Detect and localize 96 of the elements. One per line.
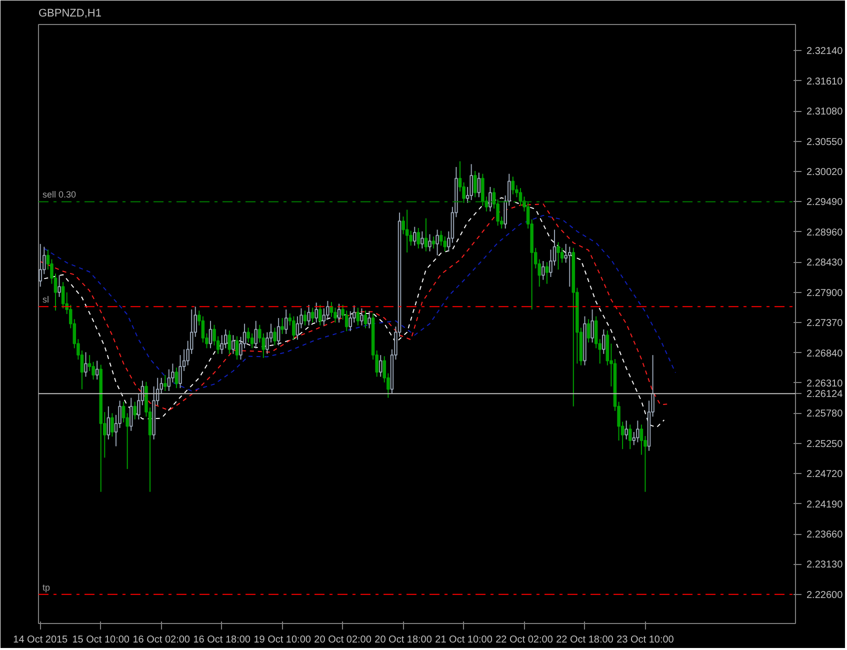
candlestick xyxy=(303,310,307,326)
ref-line-label: sl xyxy=(42,294,49,305)
y-tick-label: 2.32140 xyxy=(806,46,844,58)
candlestick xyxy=(568,246,572,288)
candlestick xyxy=(518,188,522,206)
y-tick-label: 2.22600 xyxy=(806,590,844,601)
candlestick xyxy=(368,310,371,329)
y-tick-label: 2.26840 xyxy=(806,348,844,360)
x-tick-label: 16 Oct 18:00 xyxy=(193,634,251,646)
candlestick xyxy=(95,360,99,380)
candlestick xyxy=(360,308,364,326)
candlestick xyxy=(337,303,341,324)
x-tick-label: 22 Oct 02:00 xyxy=(496,634,554,646)
candlestick xyxy=(254,320,258,349)
x-tick-label: 14 Oct 2015 xyxy=(13,634,68,646)
y-tick-label: 2.28430 xyxy=(806,258,844,269)
x-tick-label: 20 Oct 02:00 xyxy=(314,634,372,646)
candlestick xyxy=(416,227,420,249)
y-tick-label: 2.30550 xyxy=(806,136,844,148)
x-tick-label: 22 Oct 18:00 xyxy=(556,634,614,646)
candlestick xyxy=(106,406,110,440)
candlestick xyxy=(164,374,167,392)
x-tick-label: 21 Oct 10:00 xyxy=(435,634,493,646)
candlestick xyxy=(58,274,61,298)
candlestick xyxy=(307,304,310,326)
candlestick xyxy=(61,282,65,309)
candlestick xyxy=(110,412,114,438)
candlestick xyxy=(556,242,560,270)
line-series xyxy=(44,214,676,392)
candlestick xyxy=(280,318,284,334)
candlestick xyxy=(428,234,432,252)
candlestick xyxy=(420,230,424,249)
x-tick-label: 16 Oct 02:00 xyxy=(132,634,190,646)
candlestick xyxy=(590,308,594,344)
candlestick xyxy=(133,401,137,420)
candlestick xyxy=(292,316,296,340)
candlestick xyxy=(624,420,628,440)
candlestick xyxy=(602,328,606,354)
candlestick xyxy=(310,307,314,324)
x-tick-label: 19 Oct 10:00 xyxy=(254,634,312,646)
y-tick-label: 2.26310 xyxy=(806,378,844,390)
y-tick-label: 2.24190 xyxy=(806,499,844,510)
candlestick xyxy=(405,209,409,253)
candlestick xyxy=(436,229,439,256)
y-tick-label: 2.27370 xyxy=(806,318,844,330)
candlestick xyxy=(473,170,477,198)
candlestick xyxy=(356,307,360,326)
candlestick xyxy=(276,318,280,346)
candlestick xyxy=(262,332,266,358)
candlestick xyxy=(542,260,545,280)
x-tick-label: 23 Oct 10:00 xyxy=(616,634,674,646)
candlestick xyxy=(314,302,318,324)
candlestick xyxy=(470,164,473,201)
y-tick-label: 2.31610 xyxy=(806,76,844,88)
candlestick xyxy=(488,186,492,212)
candlestick xyxy=(636,420,640,443)
candlestick xyxy=(273,327,276,346)
y-tick-label: 2.27900 xyxy=(806,288,844,299)
candlestick xyxy=(628,424,632,450)
y-tick-label: 2.23660 xyxy=(806,530,844,541)
candlestick xyxy=(235,336,239,360)
x-tick-label: 15 Oct 10:00 xyxy=(72,634,130,646)
candlestick xyxy=(232,334,235,354)
candlestick xyxy=(378,354,382,378)
candlestick xyxy=(545,262,549,284)
y-tick-label: 2.28960 xyxy=(806,227,844,238)
candlestick xyxy=(439,230,443,246)
y-tick-label: 2.29490 xyxy=(806,197,844,208)
candlestick xyxy=(413,226,416,246)
candlestick xyxy=(594,316,598,349)
candlestick xyxy=(228,330,232,354)
candlestick xyxy=(511,176,515,195)
candlestick xyxy=(424,218,428,252)
y-tick-label: 2.31080 xyxy=(806,106,844,118)
chart-title: GBPNZD,H1 xyxy=(38,8,102,20)
candlestick xyxy=(477,172,481,198)
y-tick-label: 2.30020 xyxy=(806,167,844,178)
y-tick-label: 2.25780 xyxy=(806,408,844,420)
x-tick-label: 20 Oct 18:00 xyxy=(374,634,432,646)
candlestick xyxy=(174,367,178,389)
candlestick xyxy=(364,310,368,329)
ref-line-label: sell 0.30 xyxy=(42,190,76,200)
candlestick xyxy=(318,304,322,326)
y-tick-label: 2.25250 xyxy=(806,438,844,450)
y-tick-label: 2.23130 xyxy=(806,560,844,571)
candlestick xyxy=(88,354,92,372)
y-tick-label: 2.24720 xyxy=(806,469,844,480)
ref-line-label: 2.26124 xyxy=(806,389,844,400)
candlestick xyxy=(84,352,88,378)
candlestick xyxy=(208,320,212,349)
candlestick xyxy=(432,236,436,249)
candlestick xyxy=(122,401,126,423)
candlestick xyxy=(284,308,288,334)
candlestick xyxy=(129,397,133,432)
candlestick xyxy=(586,318,590,344)
ref-line-label: tp xyxy=(42,582,50,592)
